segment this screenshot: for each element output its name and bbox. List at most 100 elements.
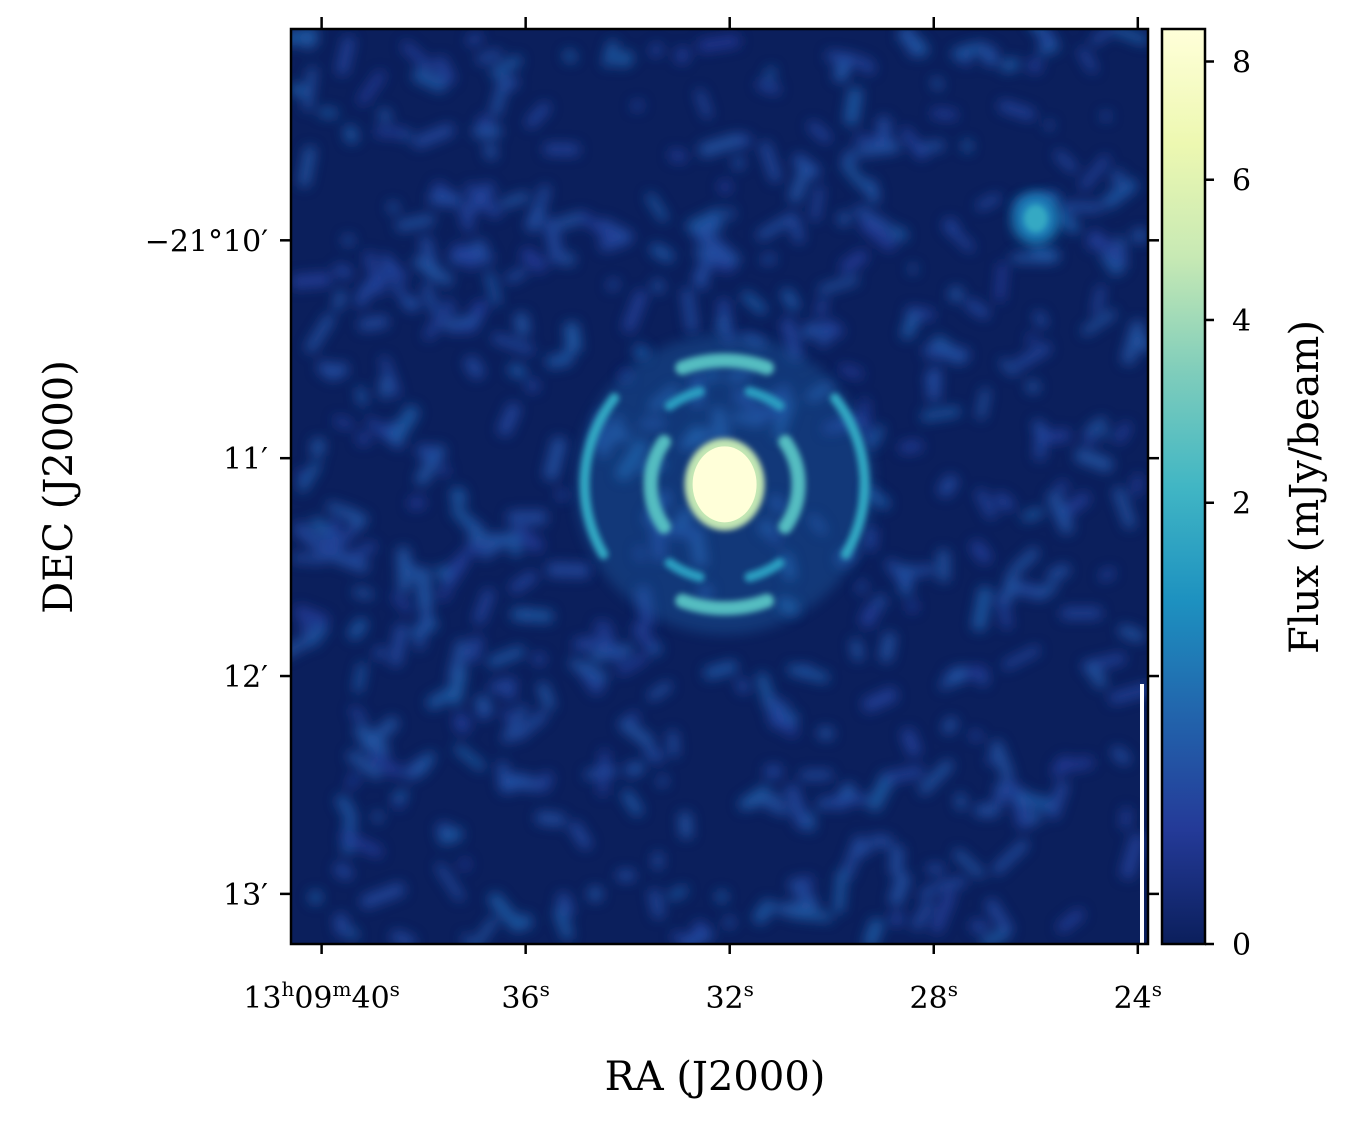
noise-speckle xyxy=(696,212,720,244)
noise-speckle xyxy=(833,870,847,913)
noise-speckle xyxy=(392,790,409,802)
noise-speckle xyxy=(347,750,383,780)
noise-speckle xyxy=(300,621,311,635)
noise-speckle xyxy=(752,898,776,925)
noise-speckle xyxy=(767,801,790,816)
noise-speckle xyxy=(354,283,374,308)
noise-speckle xyxy=(953,849,985,879)
noise-speckle xyxy=(644,745,664,764)
noise-speckle xyxy=(718,180,732,194)
noise-speckle xyxy=(908,318,919,330)
noise-speckle xyxy=(780,317,803,361)
noise-speckle xyxy=(594,620,613,636)
noise-speckle xyxy=(357,70,386,105)
noise-speckle xyxy=(667,730,679,757)
noise-speckle xyxy=(553,906,574,940)
noise-speckle xyxy=(298,146,316,188)
noise-speckle xyxy=(450,243,480,270)
noise-speckle xyxy=(631,100,644,111)
noise-speckle xyxy=(1081,309,1117,336)
noise-speckle xyxy=(716,891,728,903)
noise-speckle xyxy=(497,402,521,437)
noise-speckle xyxy=(986,754,996,765)
noise-speckle xyxy=(653,852,663,870)
noise-speckle xyxy=(505,268,528,283)
noise-speckle xyxy=(476,706,491,720)
noise-speckle xyxy=(393,799,404,809)
noise-speckle xyxy=(442,314,481,330)
noise-speckle xyxy=(920,406,961,421)
noise-speckle xyxy=(976,387,990,420)
noise-speckle xyxy=(626,711,639,726)
noise-speckle xyxy=(1037,581,1058,599)
noise-speckle xyxy=(839,249,869,274)
colorbar-ticks: 0 2 4 6 8 xyxy=(1205,45,1251,963)
noise-speckle xyxy=(402,298,422,309)
noise-speckle xyxy=(568,658,609,682)
noise-speckle xyxy=(466,33,483,46)
noise-speckle xyxy=(649,243,675,263)
noise-speckle xyxy=(854,842,872,857)
noise-speckle xyxy=(889,845,904,876)
noise-speckle xyxy=(788,212,805,244)
noise-speckle xyxy=(970,919,988,934)
noise-speckle xyxy=(305,313,335,353)
noise-speckle xyxy=(969,730,982,741)
noise-speckle xyxy=(818,275,859,294)
noise-speckle xyxy=(1120,833,1145,879)
noise-speckle xyxy=(412,67,448,93)
noise-speckle xyxy=(333,264,353,279)
noise-speckle xyxy=(682,928,714,944)
noise-speckle xyxy=(1085,662,1108,689)
noise-speckle xyxy=(473,588,495,625)
noise-speckle xyxy=(401,41,434,72)
noise-speckle xyxy=(458,182,496,222)
noise-speckle xyxy=(919,884,938,900)
noise-speckle xyxy=(436,863,464,901)
noise-speckle xyxy=(931,77,944,90)
noise-speckle xyxy=(792,153,821,179)
sidelobe-arc xyxy=(744,558,785,583)
noise-speckle xyxy=(646,192,668,222)
noise-speckle xyxy=(1034,423,1047,461)
y-axis-label: DEC (J2000) xyxy=(36,360,82,614)
noise-speckle xyxy=(379,253,408,284)
noise-speckle xyxy=(291,553,327,564)
noise-speckle xyxy=(433,56,456,85)
noise-speckle xyxy=(682,288,698,334)
noise-speckle xyxy=(1131,228,1148,243)
noise-speckle xyxy=(868,425,884,450)
noise-speckle xyxy=(835,58,850,82)
noise-speckle xyxy=(426,684,461,710)
noise-speckle xyxy=(466,636,484,663)
noise-speckle xyxy=(931,108,958,120)
noise-speckle xyxy=(1113,422,1132,444)
noise-speckle xyxy=(818,727,834,740)
noise-speckle xyxy=(349,706,366,723)
noise-speckle xyxy=(500,191,530,209)
noise-speckle xyxy=(368,751,403,778)
sidelobe-arc xyxy=(829,393,870,560)
noise-speckle xyxy=(1121,320,1145,365)
noise-speckle xyxy=(325,362,349,379)
noise-speckle xyxy=(853,205,891,232)
noise-speckle xyxy=(353,662,367,693)
noise-speckle xyxy=(544,218,564,265)
noise-speckle xyxy=(1052,755,1070,778)
noise-speckle xyxy=(485,271,501,306)
noise-speckle xyxy=(823,793,868,808)
sidelobe-arc xyxy=(675,593,774,616)
noise-speckle xyxy=(993,492,1015,512)
noise-speckle xyxy=(412,123,455,149)
y-tick-label: −21°10′ xyxy=(145,224,268,259)
noise-speckle xyxy=(326,548,369,573)
noise-speckle xyxy=(489,679,510,694)
noise-speckle xyxy=(1015,791,1055,812)
noise-speckle xyxy=(556,489,568,501)
noise-speckle xyxy=(905,564,935,578)
noise-speckle xyxy=(632,762,645,774)
noise-speckle xyxy=(487,645,525,668)
noise-speckle xyxy=(698,133,743,158)
noise-speckle xyxy=(490,55,522,79)
noise-speckle xyxy=(693,244,719,287)
